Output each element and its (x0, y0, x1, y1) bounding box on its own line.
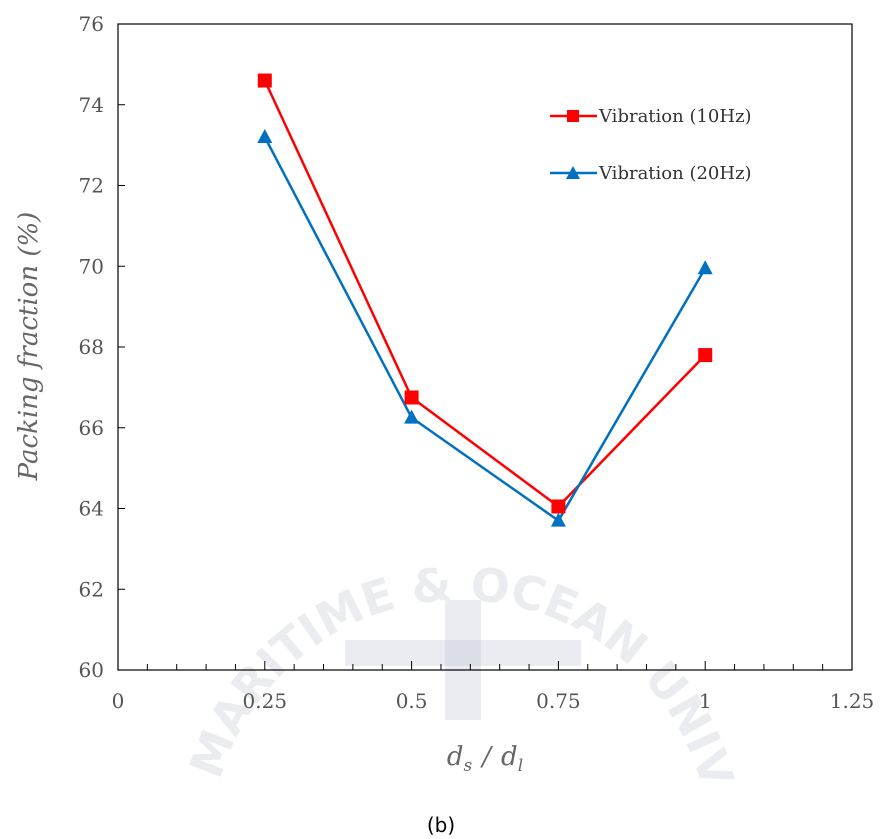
y-tick-label: 74 (79, 93, 104, 117)
y-tick-label: 68 (79, 335, 104, 359)
x-title-dl-sub: l (518, 756, 523, 776)
x-title-ds-sub: s (464, 756, 473, 776)
data-point-square (551, 499, 566, 514)
figure-caption: (b) (427, 813, 455, 837)
series-line-0 (263, 79, 707, 508)
x-axis-title: ds / dl (447, 742, 523, 776)
data-point-square (698, 348, 713, 363)
data-point-triangle (697, 260, 713, 275)
data-point-triangle (404, 409, 420, 424)
y-tick-label: 70 (79, 254, 104, 278)
legend: Vibration (10Hz) Vibration (20Hz) (550, 106, 752, 184)
x-title-ds: d (447, 742, 464, 772)
legend-marker-triangle (566, 166, 580, 179)
x-tick-label: 1 (699, 689, 712, 713)
legend-label-10hz: Vibration (10Hz) (598, 106, 752, 127)
data-point-square (404, 390, 419, 405)
series-line-1 (263, 136, 707, 522)
watermark-emblem (445, 600, 481, 720)
plot-area: 60 62 64 66 68 70 72 74 76 0 0.25 0.5 0.75 1 1.25 (79, 12, 875, 713)
legend-marker-square (567, 110, 579, 122)
x-tick-label: 0.5 (396, 689, 428, 713)
legend-label-20hz: Vibration (20Hz) (598, 163, 752, 184)
y-tick-label: 60 (79, 658, 104, 682)
y-tick-label: 66 (79, 416, 104, 440)
legend-item-20hz: Vibration (20Hz) (550, 163, 752, 184)
y-tick-label: 76 (79, 12, 104, 36)
y-axis-title: Packing fraction (%) (14, 212, 44, 482)
legend-item-10hz: Vibration (10Hz) (550, 106, 752, 127)
data-point-square (257, 73, 272, 88)
y-tick-label: 72 (79, 174, 104, 198)
x-title-dl: d (501, 742, 518, 772)
data-point-triangle (550, 512, 566, 527)
x-tick-label: 1.25 (830, 689, 875, 713)
y-tick-label: 64 (79, 497, 104, 521)
x-tick-label: 0 (112, 689, 125, 713)
x-tick-label: 0.25 (243, 689, 288, 713)
y-tick-label: 62 (79, 577, 104, 601)
watermark-emblem-bar (345, 640, 581, 666)
x-tick-label: 0.75 (536, 689, 581, 713)
x-title-slash: / (479, 742, 493, 772)
data-point-triangle (257, 129, 273, 144)
